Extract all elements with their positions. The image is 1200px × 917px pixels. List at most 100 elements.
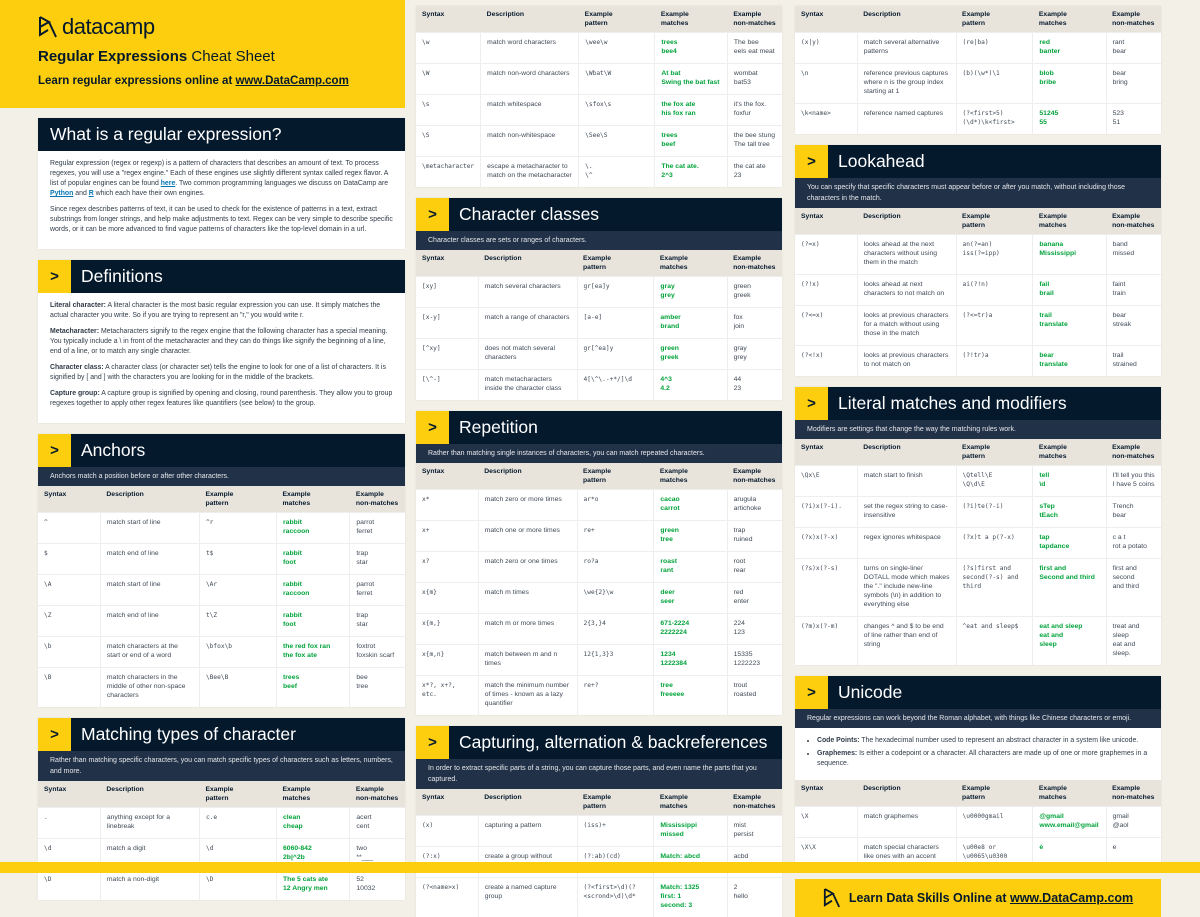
column-header: Description — [478, 250, 577, 277]
link-here[interactable]: here — [161, 180, 176, 187]
syntax-cell: \X — [795, 807, 857, 838]
link-python[interactable]: Python — [50, 190, 73, 197]
matches-cell: the red fox ran the fox ate — [277, 637, 350, 668]
banner-text: Learn Data Skills Online at www.DataCamp… — [849, 891, 1133, 905]
definition-item: Capture group: A capture group is signif… — [50, 389, 393, 409]
column-header: Example pattern — [577, 789, 654, 816]
non-matches-cell: the bee stung The tall tree — [727, 126, 782, 157]
pattern-cell: ^r — [199, 513, 276, 544]
section-header: >Lookahead — [795, 145, 1161, 178]
non-matches-cell: 15335 1222223 — [727, 645, 782, 676]
matches-cell: fail brail — [1033, 275, 1106, 306]
description-cell: reference named captures — [857, 104, 956, 135]
section-intro: Character classes are sets or ranges of … — [416, 231, 782, 250]
matches-cell: the fox ate his fox ran — [655, 95, 728, 126]
pattern-cell: an(?=an) iss(?=ipp) — [956, 235, 1033, 275]
non-matches-cell: gmail @aol — [1106, 807, 1161, 838]
pattern-cell: (?<first>\d)(?<scrond>\d)\d* — [577, 878, 654, 917]
banner-label: Learn Data Skills Online at — [849, 891, 1010, 905]
column-header: Example pattern — [577, 463, 654, 490]
description-cell: match non-word characters — [481, 64, 579, 95]
syntax-cell: \b — [38, 637, 100, 668]
non-matches-cell: faint train — [1106, 275, 1161, 306]
column-header: Syntax — [38, 486, 100, 513]
column-header: Description — [481, 6, 579, 33]
pattern-cell: 2{3,}4 — [577, 614, 654, 645]
matches-cell: tree freeeee — [654, 676, 727, 716]
section-intro: Regular expressions can work beyond the … — [795, 709, 1161, 728]
column-header: Example pattern — [956, 208, 1033, 235]
pattern-cell: t\Z — [199, 606, 276, 637]
matches-cell: The 5 cats ate 12 Angry men — [277, 870, 350, 901]
syntax-cell: \s — [416, 95, 481, 126]
column-header: Example pattern — [956, 6, 1033, 33]
description-cell: match non-whitespace — [481, 126, 579, 157]
syntax-cell: \k<name> — [795, 104, 857, 135]
section-intro: Anchors match a position before or after… — [38, 467, 405, 486]
pattern-cell: re+ — [577, 521, 654, 552]
non-matches-cell: band missed — [1106, 235, 1161, 275]
matches-cell: blob bribe — [1033, 64, 1106, 104]
matches-cell: rabbit foot — [277, 544, 350, 575]
description-cell: match start of line — [100, 575, 199, 606]
datacamp-link[interactable]: www.DataCamp.com — [235, 75, 348, 87]
syntax-cell: \Z — [38, 606, 100, 637]
text-span: Since regex describes patterns of text, … — [50, 206, 393, 233]
column-header: Example non-matches — [1106, 439, 1161, 466]
learn-banner[interactable]: Learn Data Skills Online at www.DataCamp… — [795, 879, 1161, 917]
syntax-cell: x*?, x+?, etc. — [416, 676, 478, 716]
syntax-cell: x+ — [416, 521, 478, 552]
section-title: What is a regular expression? — [38, 124, 282, 145]
table-row: (?=x)looks ahead at the next characters … — [795, 235, 1161, 275]
section-title: Lookahead — [828, 151, 925, 172]
column-header: Example matches — [654, 463, 727, 490]
column-header: Example non-matches — [1106, 780, 1161, 807]
non-matches-cell: 52 10032 — [350, 870, 405, 901]
syntax-cell: x{m,} — [416, 614, 478, 645]
pattern-cell: \we{2}\w — [577, 583, 654, 614]
matches-cell: amber brand — [654, 308, 727, 339]
syntax-cell: \n — [795, 64, 857, 104]
column-header: Syntax — [38, 781, 100, 808]
table-row: x*?, x+?, etc.match the minimum number o… — [416, 676, 782, 716]
banner-link[interactable]: www.DataCamp.com — [1010, 891, 1133, 905]
paragraph: Regular expression (regex or regexp) is … — [50, 159, 393, 199]
chevron-right-icon: > — [38, 718, 71, 751]
bullet-item: Graphemes: Is either a codepoint or a ch… — [817, 749, 1149, 769]
description-cell: reference previous captures where n is t… — [857, 64, 956, 104]
description-cell: match between m and n times — [478, 645, 577, 676]
section-title: Unicode — [828, 682, 902, 703]
definition-term: Capture group: — [50, 390, 100, 397]
matches-cell: trees bee4 — [655, 33, 728, 64]
pattern-cell: \D — [199, 870, 276, 901]
column-header: Example matches — [277, 486, 350, 513]
description-cell: create a named capture group — [478, 878, 577, 917]
description-cell: match metacharacters inside the characte… — [478, 370, 577, 401]
column-header: Example non-matches — [727, 6, 782, 33]
matches-cell: deer seer — [654, 583, 727, 614]
column-header: Syntax — [416, 6, 481, 33]
datacamp-logo[interactable]: datacamp — [38, 14, 405, 40]
description-cell: turns on single-line/ DOTALL mode which … — [857, 559, 956, 617]
section-capturing-alternation-backreferences: >Capturing, alternation & backreferences… — [416, 726, 782, 917]
pattern-cell: ^eat and sleep$ — [956, 617, 1033, 666]
syntax-cell: (?<=x) — [795, 306, 857, 346]
non-matches-cell: root rear — [727, 552, 782, 583]
pattern-cell: (?!tr)a — [956, 346, 1033, 377]
column-header: Example pattern — [956, 780, 1033, 807]
section-intro: Rather than matching single instances of… — [416, 444, 782, 463]
